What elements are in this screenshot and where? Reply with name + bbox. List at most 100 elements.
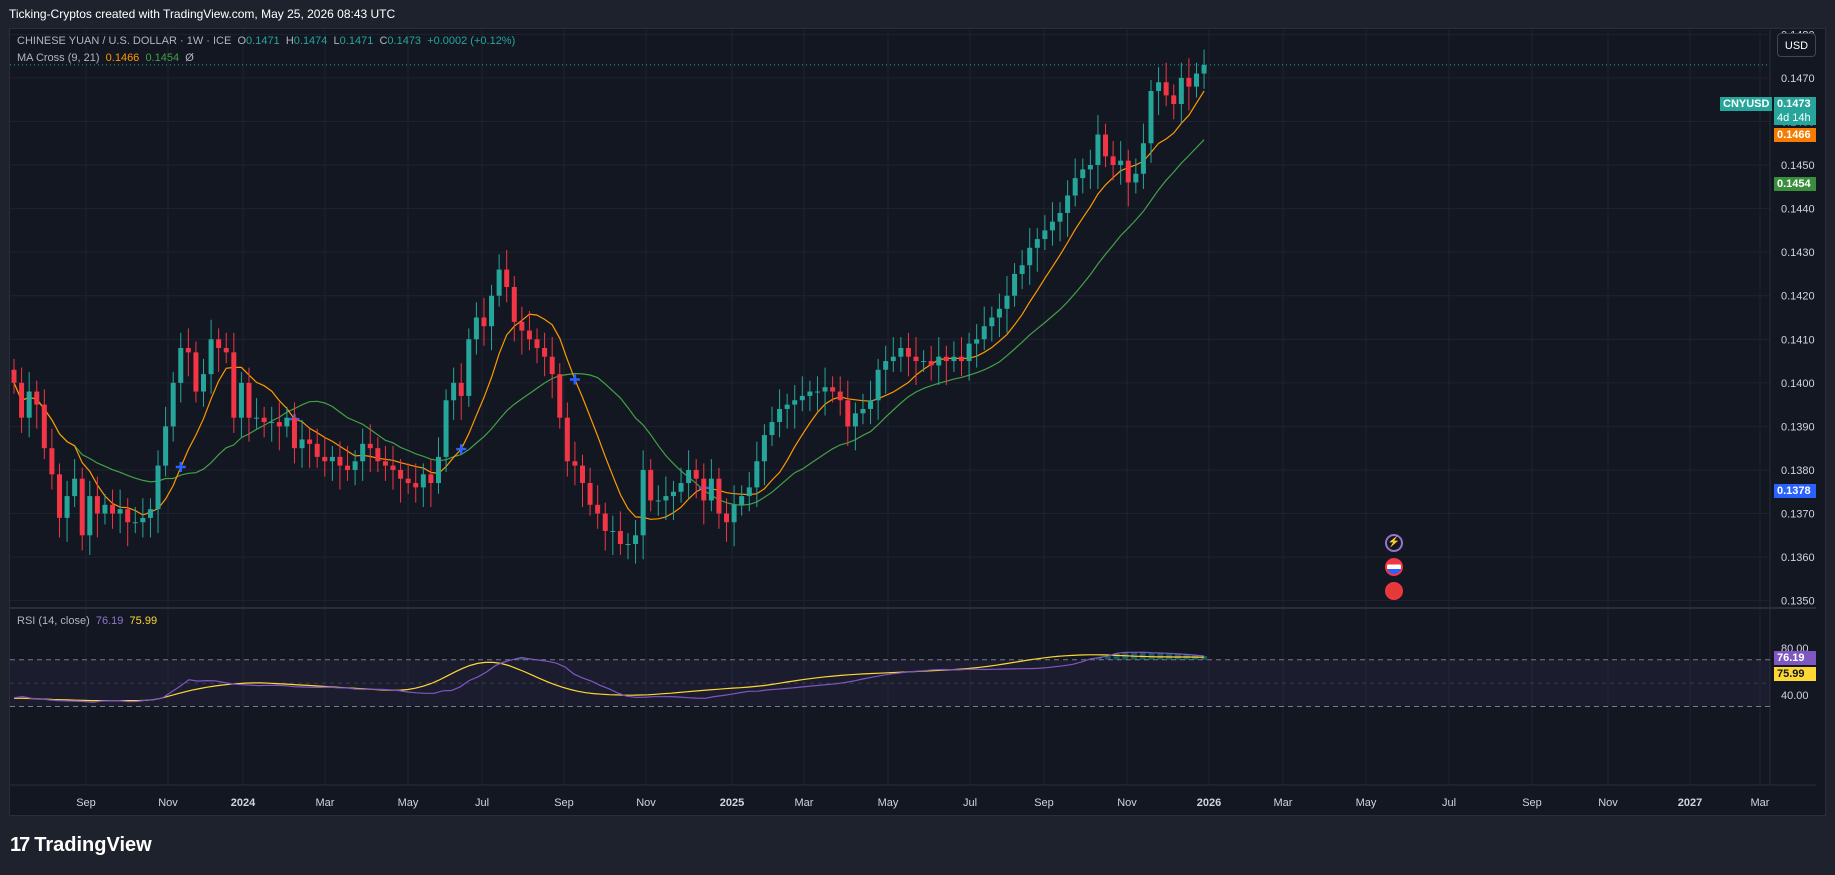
time-tick-label: May: [398, 797, 419, 809]
candle-body: [163, 426, 169, 466]
tradingview-logo[interactable]: 17 TradingView: [10, 833, 152, 857]
ma-legend[interactable]: MA Cross (9, 21) 0.1466 0.1454 Ø: [17, 52, 194, 64]
price-tick-label: 0.1440: [1781, 204, 1815, 216]
price-tick-label: 0.1360: [1781, 552, 1815, 564]
chart-frame[interactable]: [9, 28, 1826, 816]
candle-body: [852, 413, 858, 427]
ma-cross-marker: [175, 462, 186, 473]
candle-body: [981, 326, 987, 340]
candle-body: [837, 391, 843, 401]
price-tick-label: 0.1400: [1781, 378, 1815, 390]
candle-body: [739, 496, 745, 505]
china-flag-event-icon[interactable]: [1385, 582, 1403, 600]
candle-body: [534, 339, 540, 348]
lightning-event-icon[interactable]: ⚡: [1385, 534, 1403, 552]
candle-body: [352, 461, 358, 470]
symbol-tag: CNYUSD: [1720, 97, 1773, 111]
candle-body: [64, 496, 70, 518]
candle-body: [1012, 273, 1018, 296]
candle-body: [966, 343, 972, 362]
candle-body: [943, 356, 949, 362]
candle-body: [1004, 295, 1010, 309]
time-tick-label: Sep: [76, 797, 96, 809]
candle-body: [79, 478, 85, 536]
candle-body: [580, 465, 585, 484]
candle-body: [670, 491, 676, 497]
candle-body: [860, 408, 866, 414]
time-tick-label: Nov: [1117, 797, 1137, 809]
candle-body: [784, 404, 790, 409]
rsi-tick-label: 40.00: [1781, 690, 1809, 702]
candle-body: [777, 408, 783, 423]
high-value: 0.1474: [293, 35, 328, 47]
candle-body: [72, 478, 78, 497]
candle-body: [367, 443, 373, 449]
rsi-ma-value: 75.99: [129, 615, 158, 627]
price-tick-label: 0.1450: [1781, 160, 1815, 172]
candle-body: [428, 474, 434, 484]
candle-body: [1133, 173, 1139, 183]
candle-body: [519, 321, 525, 331]
candle-body: [314, 443, 320, 457]
us-flag-event-icon[interactable]: [1385, 558, 1403, 576]
candle-body: [526, 330, 532, 340]
candle-body: [125, 509, 131, 523]
rsi-line: [13, 651, 1205, 703]
candle-body: [216, 339, 222, 348]
candle-body: [845, 400, 851, 427]
candle-body: [337, 456, 343, 466]
candle-body: [185, 347, 191, 353]
grid-lines: [10, 30, 1816, 786]
candle-body: [921, 361, 927, 363]
candle-body: [875, 369, 881, 401]
candle-body: [451, 382, 457, 401]
candle-body: [489, 295, 495, 327]
candle-body: [94, 496, 100, 514]
candle-body: [792, 400, 798, 405]
candle-body: [511, 287, 517, 322]
candle-body: [648, 469, 654, 501]
price-tick-label: 0.1470: [1781, 73, 1815, 85]
candle-body: [693, 469, 699, 479]
candle-body: [898, 347, 904, 357]
candle-body: [951, 356, 957, 362]
ma-slow-value: 0.1454: [145, 52, 180, 64]
candle-body: [1140, 143, 1146, 174]
candle-body: [830, 387, 836, 392]
rsi-legend[interactable]: RSI (14, close) 76.19 75.99: [17, 615, 157, 627]
candle-body: [155, 465, 161, 510]
candle-body: [731, 504, 737, 523]
watermark-header: Ticking-Cryptos created with TradingView…: [9, 7, 396, 21]
rsi-ma-line: [14, 654, 1205, 702]
symbol-title: CHINESE YUAN / U.S. DOLLAR · 1W · ICE: [17, 35, 232, 47]
candle-body: [1049, 221, 1055, 231]
candle-body: [807, 391, 813, 396]
candle-body: [1087, 165, 1093, 170]
candle-body: [375, 448, 381, 462]
candle-body: [208, 339, 214, 375]
candle-body: [345, 465, 351, 470]
tv-logo-icon: 17: [10, 833, 30, 856]
time-tick-label: Nov: [636, 797, 656, 809]
time-tick-label: May: [1356, 797, 1377, 809]
candle-body: [398, 469, 404, 479]
candle-body: [1080, 169, 1086, 179]
candle-body: [701, 478, 707, 501]
candle-body: [564, 417, 570, 462]
time-tick-label: Mar: [1751, 797, 1770, 809]
candle-body: [1110, 156, 1116, 166]
candle-body: [458, 382, 464, 396]
currency-button[interactable]: USD: [1777, 33, 1816, 57]
candle-body: [413, 483, 419, 488]
candle-body: [716, 478, 722, 514]
time-tick-label: Mar: [1274, 797, 1293, 809]
candle-body: [1095, 134, 1101, 166]
price-tick-label: 0.1420: [1781, 291, 1815, 303]
ma-label: MA Cross (9, 21): [17, 52, 100, 64]
candle-body: [868, 400, 874, 409]
candle-body: [1103, 134, 1109, 157]
candle-body: [390, 465, 396, 470]
candle-body: [307, 439, 313, 444]
candle-body: [557, 374, 563, 418]
